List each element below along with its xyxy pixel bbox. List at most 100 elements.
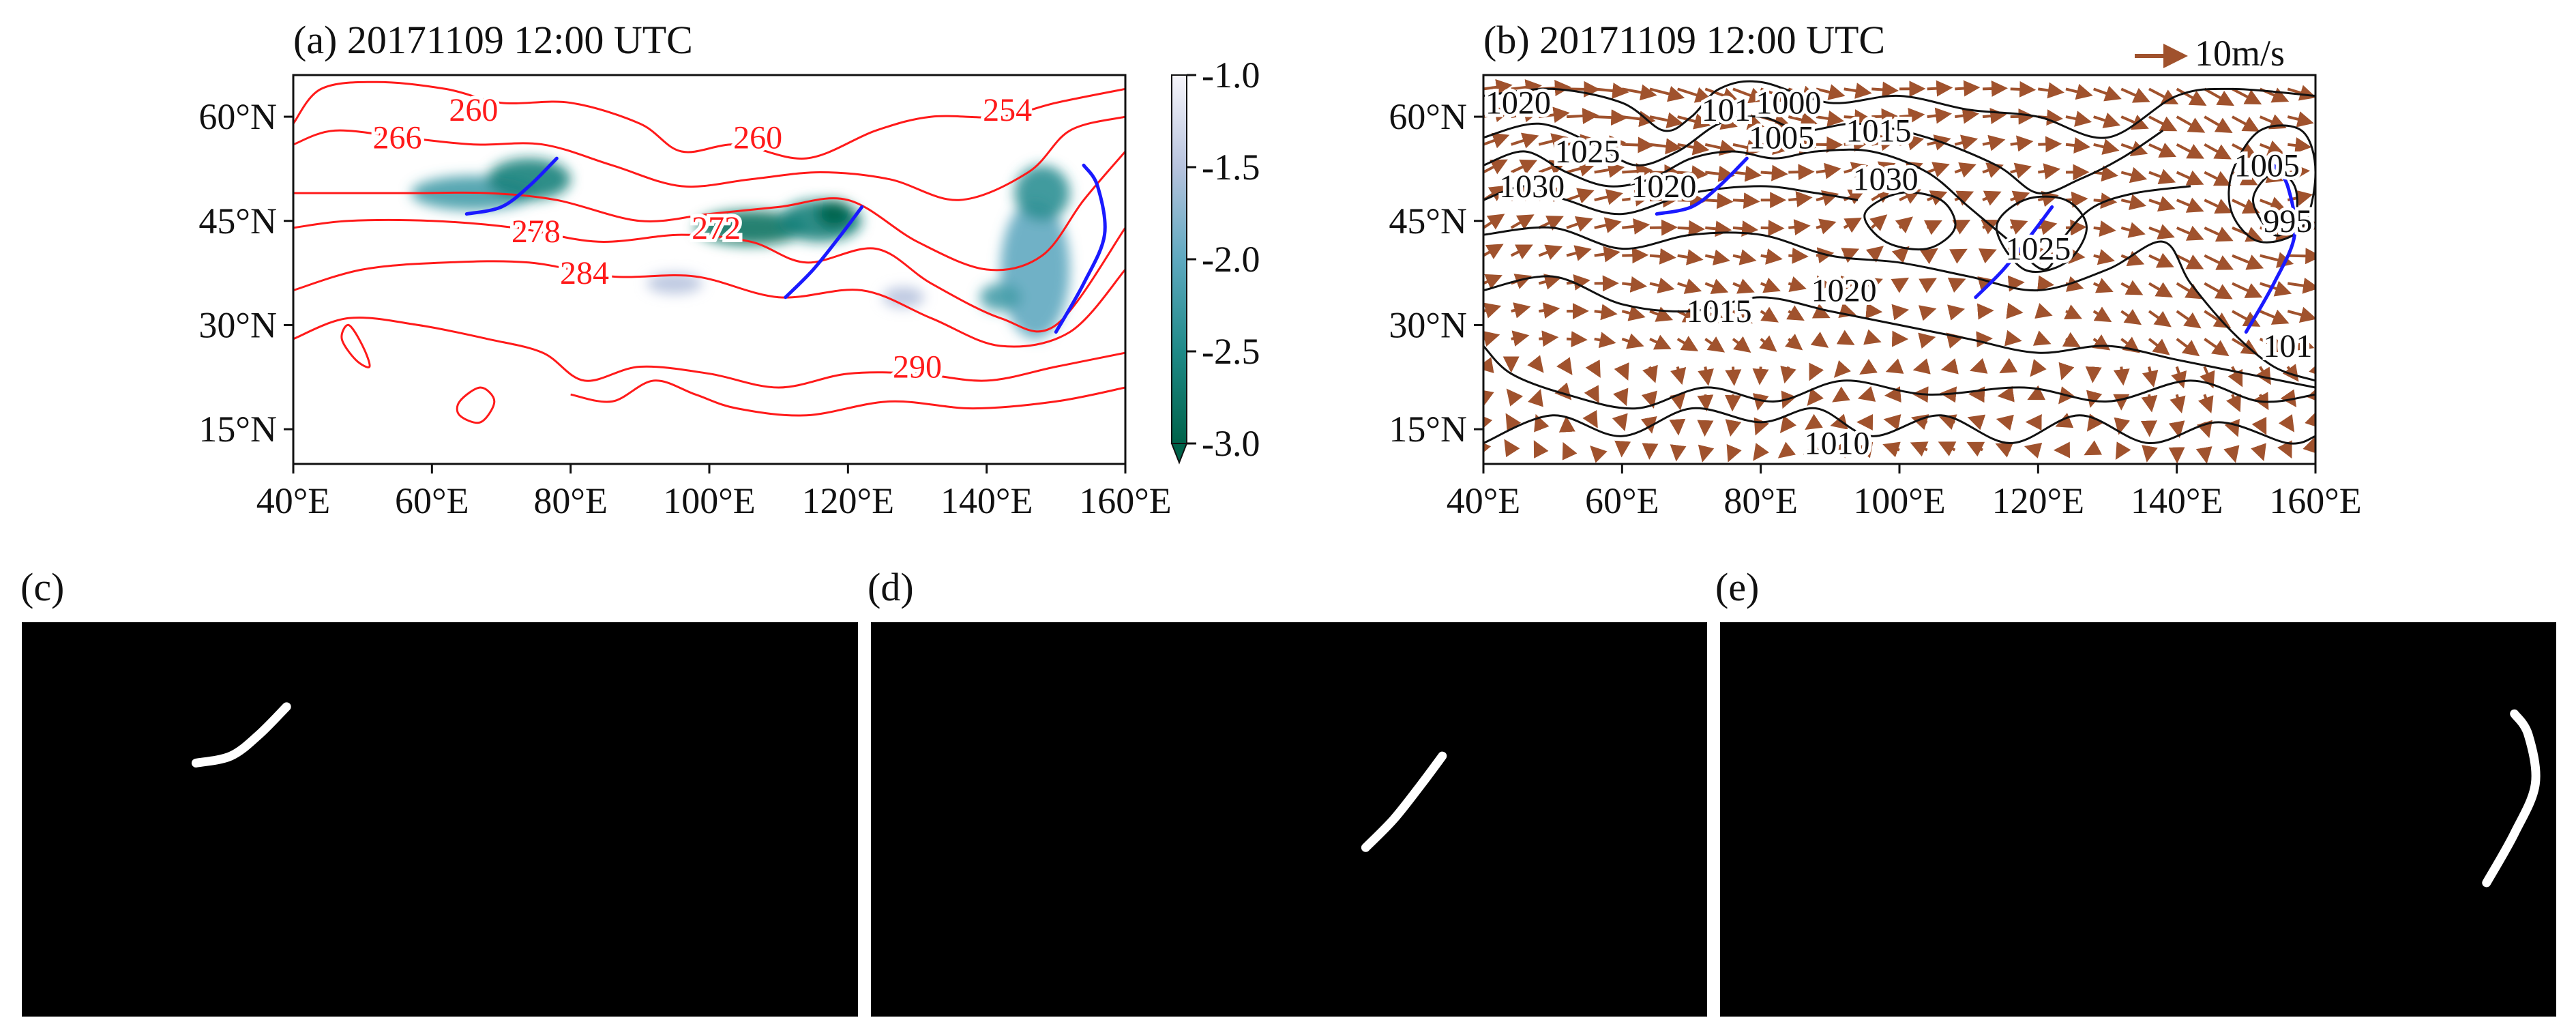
wind-vector — [1677, 165, 1708, 182]
wind-vector — [1724, 394, 1741, 412]
panel-b-xtick-label: 140°E — [2131, 480, 2223, 521]
wind-vector — [1940, 358, 1959, 375]
wind-vector — [2006, 302, 2024, 319]
wind-vector — [1594, 83, 1629, 99]
wind-vector — [1726, 443, 1742, 463]
panel-a-shaded-region — [647, 273, 702, 294]
wind-vector — [1705, 192, 1734, 209]
panel-a-shaded-region — [487, 158, 571, 201]
wind-vector — [1704, 114, 1738, 130]
wind-vector — [1704, 249, 1730, 266]
wind-vector — [1511, 302, 1531, 319]
panel-c-mask — [22, 622, 858, 1017]
wind-vector — [1642, 364, 1658, 383]
panel-b-contour-line — [1483, 148, 2191, 271]
panel-a-contour-line — [293, 219, 1125, 333]
panel-b-contour-label: 1005 — [2234, 147, 2300, 184]
wind-vector — [1649, 277, 1675, 294]
wind-vector — [1622, 247, 1649, 264]
wind-vector — [2176, 338, 2200, 357]
wind-vector — [2093, 220, 2116, 237]
wind-vector — [1483, 159, 1508, 175]
panel-b-pressure-contours — [1483, 80, 2315, 445]
wind-vector — [1895, 216, 1913, 233]
panel-b-contour-label: 1000 — [1756, 85, 1821, 121]
wind-vector — [1511, 330, 1530, 347]
wind-vector — [1954, 162, 1977, 178]
wind-vector — [1954, 190, 1974, 206]
wind-vector — [2176, 170, 2204, 186]
wind-vector — [1539, 302, 1560, 319]
colorbar-extend-triangle — [1170, 443, 1188, 465]
panel-a-ytick-label: 45°N — [198, 201, 277, 242]
wind-vector — [1966, 441, 1985, 457]
wind-vector — [1785, 334, 1803, 351]
wind-vector — [1829, 441, 1846, 458]
wind-vector — [1788, 164, 1815, 181]
wind-vector — [2315, 282, 2340, 283]
wind-vector — [1816, 218, 1837, 235]
colorbar: -1.0 -1.5 -2.0 -2.5 -3.0 — [1170, 55, 1260, 465]
panel-b-ytick-label: 60°N — [1389, 96, 1467, 137]
wind-vector — [1594, 246, 1620, 263]
wind-vector — [2120, 141, 2148, 156]
wind-vector — [2204, 87, 2235, 106]
wind-vector — [2120, 115, 2149, 130]
panel-d: (d) — [868, 565, 1707, 1017]
wind-vector — [1838, 302, 1856, 319]
wind-vector — [2038, 247, 2056, 264]
wind-vector — [1955, 80, 1981, 97]
wind-vector — [1676, 307, 1700, 323]
wind-vector — [1538, 187, 1565, 203]
wind-vector — [2010, 135, 2034, 152]
panel-b-xtick-label: 40°E — [1447, 480, 1521, 521]
wind-vector — [1670, 366, 1687, 385]
wind-vector — [2148, 310, 2172, 327]
panel-a-xtick-label: 100°E — [663, 480, 756, 521]
wind-vector — [1732, 308, 1753, 324]
wind-vector — [1677, 278, 1702, 294]
wind-vector — [2120, 250, 2145, 267]
wind-vector — [1649, 219, 1678, 236]
wind-vector — [1982, 162, 2004, 178]
wind-vector — [1732, 87, 1766, 104]
wind-vector — [1621, 305, 1646, 321]
mask-front-line — [2482, 709, 2541, 888]
wind-vector — [2007, 275, 2025, 292]
wind-vector — [1566, 188, 1595, 204]
panel-b-contour-label: 101 — [2263, 328, 2312, 364]
wind-vector — [1816, 162, 1841, 179]
panel-c-front — [191, 702, 291, 768]
wind-vector — [1865, 246, 1884, 263]
wind-vector — [1891, 304, 1910, 321]
wind-vector — [1677, 249, 1704, 265]
panel-a-fronts — [464, 156, 1107, 334]
wind-vector — [1833, 360, 1851, 378]
wind-vector — [1844, 83, 1872, 99]
wind-vector — [1566, 331, 1588, 348]
wind-vector — [2120, 87, 2150, 103]
panel-a-contour-line — [293, 317, 1125, 389]
mask-front-line — [1361, 751, 1447, 852]
wind-vector — [2288, 277, 2315, 294]
wind-vector — [1649, 112, 1684, 129]
wind-vector — [1483, 302, 1502, 319]
wind-vector — [1584, 385, 1599, 404]
wind-vector — [2093, 192, 2118, 209]
wind-vector — [2204, 143, 2232, 160]
wind-vector — [1910, 441, 1929, 457]
panel-a-xtick-label: 60°E — [395, 480, 469, 521]
wind-vector — [2093, 85, 2122, 102]
panel-a-front-line — [784, 205, 864, 300]
wind-vector — [2120, 166, 2148, 184]
wind-vector — [1949, 248, 1968, 264]
panel-b-contour-line — [1483, 226, 2315, 382]
panel-b-xtick-label: 80°E — [1723, 480, 1798, 521]
wind-vector — [1504, 439, 1520, 458]
wind-vector — [1705, 220, 1732, 237]
wind-vector — [1649, 248, 1676, 265]
wind-vector — [2259, 196, 2287, 212]
panel-a-contour-line — [293, 151, 1125, 272]
wind-vector — [2037, 219, 2058, 235]
